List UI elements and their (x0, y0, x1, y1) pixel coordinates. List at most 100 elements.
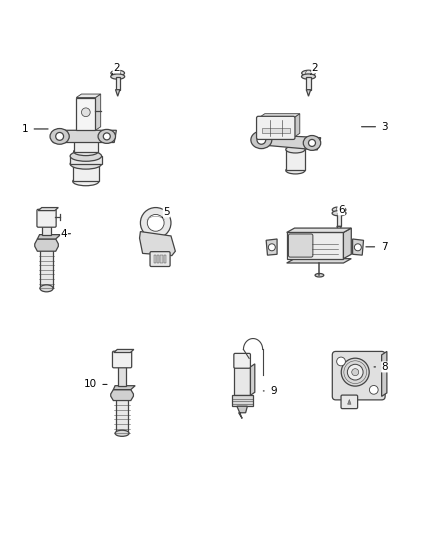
Text: 4: 4 (61, 229, 71, 239)
Circle shape (352, 369, 359, 376)
Bar (74, 138, 98, 152)
Text: 6: 6 (338, 205, 345, 215)
Ellipse shape (286, 146, 305, 153)
Polygon shape (37, 235, 60, 239)
FancyBboxPatch shape (37, 209, 56, 227)
FancyBboxPatch shape (288, 234, 313, 257)
Ellipse shape (74, 134, 98, 142)
Ellipse shape (40, 285, 53, 292)
Bar (337, 213, 341, 227)
Ellipse shape (332, 207, 346, 213)
FancyBboxPatch shape (332, 351, 385, 400)
Bar (234, 367, 251, 395)
Polygon shape (35, 239, 58, 251)
Ellipse shape (50, 128, 69, 144)
Ellipse shape (251, 131, 272, 149)
Polygon shape (348, 399, 351, 404)
Polygon shape (95, 94, 101, 130)
Ellipse shape (111, 70, 124, 76)
Circle shape (337, 357, 346, 366)
FancyBboxPatch shape (150, 252, 170, 266)
Text: 2: 2 (112, 63, 120, 75)
Ellipse shape (98, 130, 116, 143)
Polygon shape (113, 386, 135, 390)
Polygon shape (337, 227, 341, 233)
Text: 1: 1 (21, 124, 48, 134)
Polygon shape (343, 228, 351, 259)
Ellipse shape (301, 74, 315, 79)
Polygon shape (381, 351, 387, 397)
Bar (70, 156, 102, 164)
Polygon shape (306, 90, 311, 96)
Polygon shape (353, 239, 364, 255)
FancyBboxPatch shape (341, 395, 357, 409)
Ellipse shape (286, 167, 305, 174)
Bar (73, 164, 99, 181)
Text: 10: 10 (84, 379, 107, 390)
Bar (40, 249, 53, 288)
Polygon shape (114, 350, 134, 352)
Polygon shape (140, 231, 175, 256)
Polygon shape (251, 364, 255, 395)
Bar (160, 255, 162, 263)
Bar (306, 77, 311, 90)
Polygon shape (287, 228, 351, 232)
Bar (116, 77, 120, 90)
Bar (262, 128, 290, 133)
Circle shape (141, 207, 171, 238)
Circle shape (103, 133, 110, 140)
Polygon shape (266, 239, 277, 255)
Polygon shape (254, 134, 321, 150)
Ellipse shape (303, 135, 321, 150)
Polygon shape (287, 259, 351, 263)
Text: 9: 9 (263, 386, 277, 396)
Circle shape (306, 70, 311, 76)
Ellipse shape (70, 159, 102, 169)
Circle shape (56, 133, 64, 140)
Bar (116, 398, 128, 433)
Polygon shape (76, 94, 101, 98)
Text: 5: 5 (162, 207, 170, 217)
Circle shape (336, 207, 342, 213)
Text: 7: 7 (366, 242, 387, 252)
Circle shape (347, 364, 363, 380)
Bar (118, 367, 126, 386)
Ellipse shape (74, 148, 98, 156)
Circle shape (369, 385, 378, 394)
Ellipse shape (332, 211, 346, 216)
Polygon shape (258, 114, 300, 118)
Ellipse shape (115, 430, 129, 437)
Text: 2: 2 (311, 63, 318, 75)
FancyBboxPatch shape (113, 351, 132, 368)
Bar (153, 255, 155, 263)
Ellipse shape (315, 273, 324, 277)
Circle shape (257, 135, 266, 144)
Circle shape (115, 70, 120, 76)
Text: 3: 3 (361, 122, 388, 132)
Text: 8: 8 (374, 362, 388, 372)
Polygon shape (116, 90, 120, 96)
Bar (286, 149, 305, 171)
FancyBboxPatch shape (234, 353, 251, 368)
Ellipse shape (302, 70, 315, 76)
Polygon shape (53, 130, 117, 142)
Ellipse shape (73, 159, 99, 168)
Polygon shape (111, 390, 134, 400)
Circle shape (341, 358, 369, 386)
Polygon shape (237, 406, 247, 418)
Circle shape (268, 244, 276, 251)
Bar (287, 232, 343, 259)
Ellipse shape (73, 177, 99, 185)
Ellipse shape (70, 151, 102, 161)
Bar (164, 255, 166, 263)
Circle shape (354, 244, 361, 251)
Circle shape (81, 108, 90, 117)
Bar (76, 98, 95, 130)
Bar (42, 226, 51, 235)
FancyBboxPatch shape (257, 116, 295, 140)
Ellipse shape (111, 74, 125, 79)
Circle shape (147, 214, 164, 231)
Circle shape (308, 140, 315, 147)
Bar (157, 255, 159, 263)
Polygon shape (38, 207, 58, 211)
